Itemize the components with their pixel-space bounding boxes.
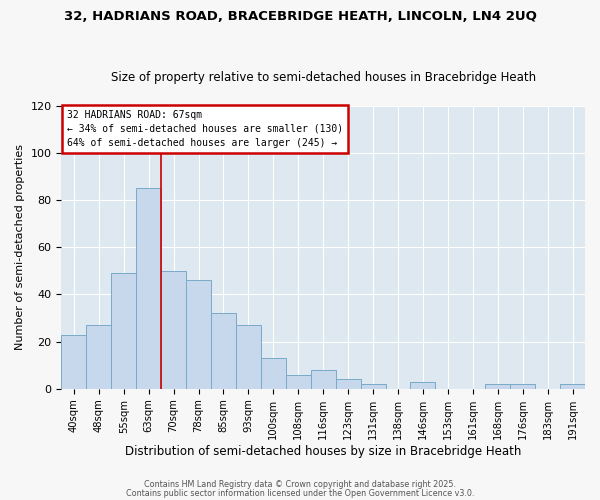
Bar <box>111 273 136 389</box>
Bar <box>261 358 286 389</box>
Bar <box>335 380 361 389</box>
Bar <box>236 325 261 389</box>
Bar <box>560 384 585 389</box>
Text: Contains HM Land Registry data © Crown copyright and database right 2025.: Contains HM Land Registry data © Crown c… <box>144 480 456 489</box>
Bar <box>286 374 311 389</box>
X-axis label: Distribution of semi-detached houses by size in Bracebridge Heath: Distribution of semi-detached houses by … <box>125 444 521 458</box>
Bar <box>136 188 161 389</box>
Bar <box>161 271 186 389</box>
Text: 32, HADRIANS ROAD, BRACEBRIDGE HEATH, LINCOLN, LN4 2UQ: 32, HADRIANS ROAD, BRACEBRIDGE HEATH, LI… <box>64 10 536 23</box>
Y-axis label: Number of semi-detached properties: Number of semi-detached properties <box>15 144 25 350</box>
Bar <box>361 384 386 389</box>
Bar <box>211 314 236 389</box>
Bar <box>485 384 510 389</box>
Bar <box>61 334 86 389</box>
Text: 32 HADRIANS ROAD: 67sqm
← 34% of semi-detached houses are smaller (130)
64% of s: 32 HADRIANS ROAD: 67sqm ← 34% of semi-de… <box>67 110 343 148</box>
Bar <box>86 325 111 389</box>
Bar <box>186 280 211 389</box>
Bar <box>311 370 335 389</box>
Bar <box>410 382 436 389</box>
Text: Contains public sector information licensed under the Open Government Licence v3: Contains public sector information licen… <box>126 488 474 498</box>
Bar <box>510 384 535 389</box>
Title: Size of property relative to semi-detached houses in Bracebridge Heath: Size of property relative to semi-detach… <box>110 70 536 84</box>
